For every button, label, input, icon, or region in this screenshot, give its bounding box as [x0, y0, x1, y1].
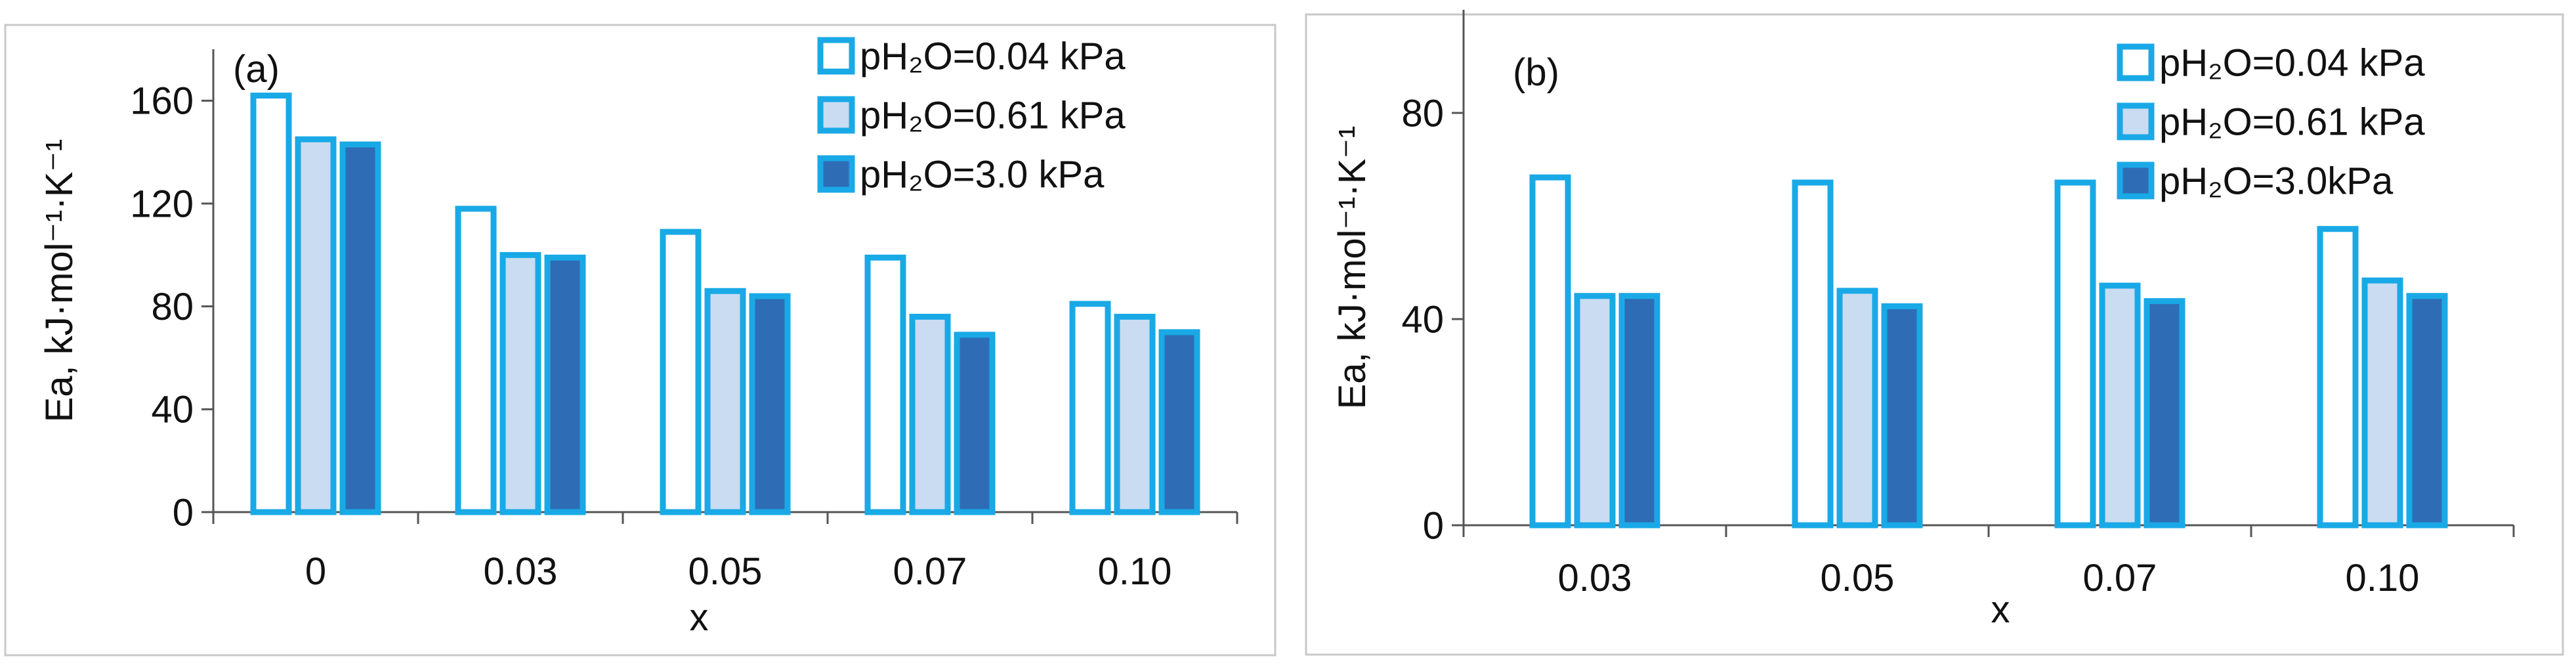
bar-3-0.03	[1618, 293, 1660, 529]
x-tick-label: 0.03	[1558, 557, 1632, 599]
panel-label: (b)	[1513, 51, 1559, 94]
bar-1-0.07	[2054, 179, 2096, 529]
y-tick-label: 0	[1423, 504, 1444, 547]
bar-3-0	[339, 141, 381, 515]
legend-entry-3: pH₂O=3.0kPa	[2159, 160, 2394, 202]
bar-1-0.03	[1529, 174, 1571, 529]
y-tick-label: 80	[1401, 92, 1444, 135]
bar-3-0.07	[954, 332, 996, 515]
x-tick-label: 0.05	[1821, 557, 1895, 599]
panel-b: 0 40 80 Ea, kJ·mol⁻¹·K⁻¹ 0.03 0.05 0.07 0.10 x (b…	[1305, 10, 2564, 656]
bar-1-0.10	[2317, 226, 2359, 529]
bar-1-0	[250, 93, 292, 515]
x-tick-label: 0.10	[2346, 557, 2420, 599]
x-tick-label: 0.05	[688, 550, 763, 593]
bar-3-0.05	[749, 293, 791, 515]
y-tick-label: 80	[151, 286, 194, 328]
legend-entry-2: pH₂O=0.61 kPa	[860, 94, 1126, 137]
bar-3-0.10	[1158, 329, 1200, 515]
legend-entry-1: pH₂O=0.04 kPa	[2159, 41, 2425, 84]
x-tick-label: 0.03	[484, 550, 558, 593]
y-tick-label: 40	[151, 389, 194, 431]
bar-3-0.07	[2143, 298, 2185, 529]
bar-2-0.07	[909, 313, 951, 515]
bar-2-0.03	[1574, 293, 1616, 529]
bar-3-0.03	[544, 254, 586, 515]
legend-entry-3: pH₂O=3.0 kPa	[860, 153, 1105, 196]
legend-entry-1: pH₂O=0.04 kPa	[860, 35, 1126, 77]
panel-frame	[1305, 13, 2564, 656]
legend-entry-2: pH₂O=0.61 kPa	[2159, 100, 2425, 143]
bar-1-0.03	[455, 206, 497, 515]
y-tick-label: 160	[130, 80, 194, 123]
legend-swatch-3	[2117, 162, 2155, 200]
bar-1-0.05	[1792, 179, 1834, 529]
bar-2-0.10	[1114, 313, 1156, 515]
x-axis-label: x	[1991, 588, 2010, 631]
legend-swatch-3	[817, 155, 855, 193]
panel-label: (a)	[233, 48, 280, 91]
panel-a: 0 40 80 120 160 Ea, kJ·mol⁻¹·K⁻¹ 0 0.03 0.05 0.07…	[4, 24, 1277, 657]
x-tick-label: 0	[305, 550, 326, 593]
bar-1-0.10	[1069, 301, 1111, 515]
bar-2-0.03	[499, 251, 541, 515]
bar-1-0.05	[660, 228, 702, 515]
legend-swatch-1	[817, 37, 855, 75]
legend-swatch-2	[2117, 102, 2155, 141]
y-axis-label: Ea, kJ·mol⁻¹·K⁻¹	[38, 139, 81, 423]
bar-2-0.10	[2361, 277, 2403, 529]
bar-2-0	[295, 136, 337, 515]
x-tick-label: 0.07	[893, 550, 967, 593]
bar-3-0.10	[2406, 293, 2448, 529]
legend-swatch-1	[2117, 43, 2155, 81]
bar-1-0.07	[864, 254, 906, 515]
x-tick-label: 0.07	[2083, 557, 2157, 599]
legend-swatch-2	[817, 96, 855, 134]
panel-frame	[4, 24, 1277, 657]
x-tick-label: 0.10	[1098, 550, 1172, 593]
y-axis-label: Ea, kJ·mol⁻¹·K⁻¹	[1331, 126, 1374, 410]
bar-2-0.05	[1836, 288, 1878, 529]
x-axis-label: x	[690, 596, 709, 639]
y-tick-label: 40	[1401, 298, 1444, 341]
y-tick-label: 0	[173, 491, 194, 534]
bar-2-0.05	[704, 288, 746, 515]
bar-3-0.05	[1881, 303, 1923, 529]
y-tick-label: 120	[130, 183, 194, 225]
bar-2-0.07	[2099, 282, 2141, 529]
